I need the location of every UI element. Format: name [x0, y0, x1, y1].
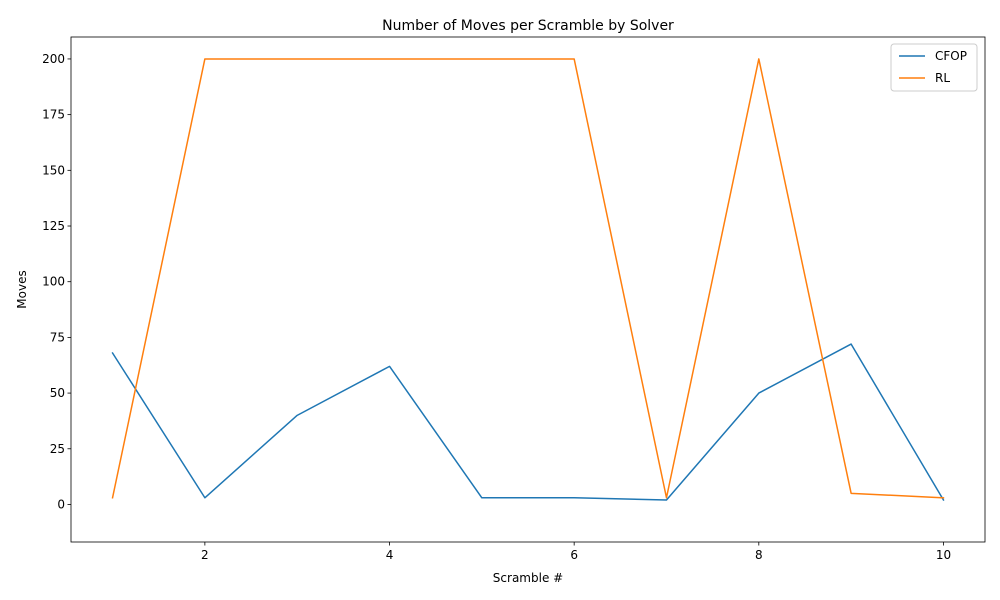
x-tick-label: 2	[201, 548, 209, 562]
y-tick-label: 150	[42, 163, 65, 177]
y-tick-label: 175	[42, 108, 65, 122]
y-tick-label: 100	[42, 275, 65, 289]
y-tick-label: 0	[57, 497, 65, 511]
y-tick-label: 50	[50, 386, 65, 400]
series-line-rl	[111, 58, 945, 499]
x-tick-label: 8	[755, 548, 763, 562]
series-line-cfop	[111, 343, 945, 502]
x-axis-label: Scramble #	[493, 571, 563, 585]
y-tick-label: 125	[42, 219, 65, 233]
legend-label-cfop: CFOP	[935, 49, 967, 63]
x-tick-label: 6	[570, 548, 578, 562]
legend: CFOP RL	[890, 43, 978, 92]
legend-label-rl: RL	[935, 71, 950, 85]
plot-frame	[70, 36, 986, 543]
y-tick-label: 200	[42, 52, 65, 66]
series-layer	[111, 58, 945, 502]
plot-background	[71, 37, 985, 542]
y-tick-label: 75	[50, 330, 65, 344]
chart-title: Number of Moves per Scramble by Solver	[382, 18, 674, 34]
y-axis-ticks: 0 25 50 75 100 125 150 175 200	[42, 52, 71, 511]
x-axis-ticks: 2 4 6 8 10	[201, 542, 951, 562]
y-tick-label: 25	[50, 442, 65, 456]
y-axis-label: Moves	[15, 270, 29, 308]
x-tick-label: 4	[386, 548, 394, 562]
x-tick-label: 10	[936, 548, 951, 562]
